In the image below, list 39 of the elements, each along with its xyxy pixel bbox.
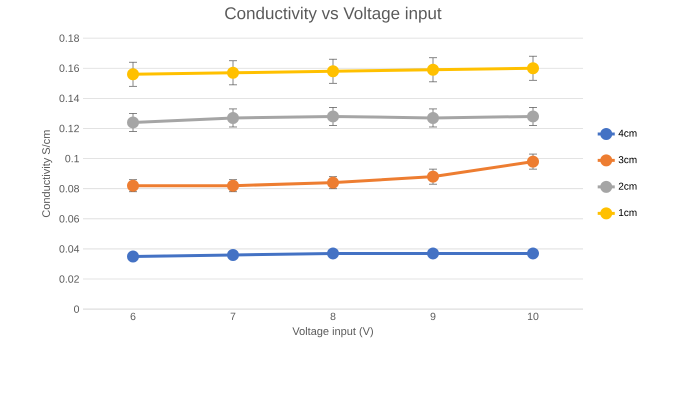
chart-title: Conductivity vs Voltage input xyxy=(225,6,442,23)
y-tick-label: 0.14 xyxy=(59,94,80,102)
x-tick-label: 10 xyxy=(528,312,538,320)
legend-label: 1cm xyxy=(619,209,636,216)
y-tick-label: 0.1 xyxy=(65,154,79,162)
y-tick-label: 0.02 xyxy=(59,275,79,283)
point xyxy=(327,110,339,122)
point xyxy=(427,247,439,260)
point xyxy=(526,110,539,122)
legend-label: 3cm xyxy=(618,156,636,164)
y-tick-label: 0.06 xyxy=(59,215,80,223)
point xyxy=(327,247,339,260)
y-tick-label: 0.08 xyxy=(59,184,80,192)
x-tick-label: 6 xyxy=(130,312,136,320)
point xyxy=(526,62,539,74)
point xyxy=(127,116,140,128)
point xyxy=(227,66,239,79)
y-tick-label: 0.16 xyxy=(59,64,80,72)
point xyxy=(227,112,239,124)
y-axis-title: Conductivity S/cm xyxy=(42,130,52,218)
x-tick-label: 7 xyxy=(230,312,236,320)
legend-label: 4cm xyxy=(618,130,636,137)
x-axis-title: Voltage input (V) xyxy=(292,326,373,338)
point xyxy=(526,247,539,260)
x-tick-label: 8 xyxy=(330,312,336,320)
legend-label: 2cm xyxy=(618,182,636,190)
point xyxy=(327,65,339,78)
y-tick-label: 0.04 xyxy=(59,245,80,253)
y-tick-label: 0.18 xyxy=(59,34,80,42)
point xyxy=(427,64,439,76)
point xyxy=(526,156,539,168)
y-tick-label: 0 xyxy=(74,305,80,313)
point xyxy=(127,68,140,80)
point xyxy=(227,248,239,261)
point xyxy=(427,170,439,183)
y-tick-label: 0.12 xyxy=(59,124,79,132)
x-tick-label: 9 xyxy=(430,312,436,320)
point xyxy=(427,112,439,124)
point xyxy=(127,250,140,262)
